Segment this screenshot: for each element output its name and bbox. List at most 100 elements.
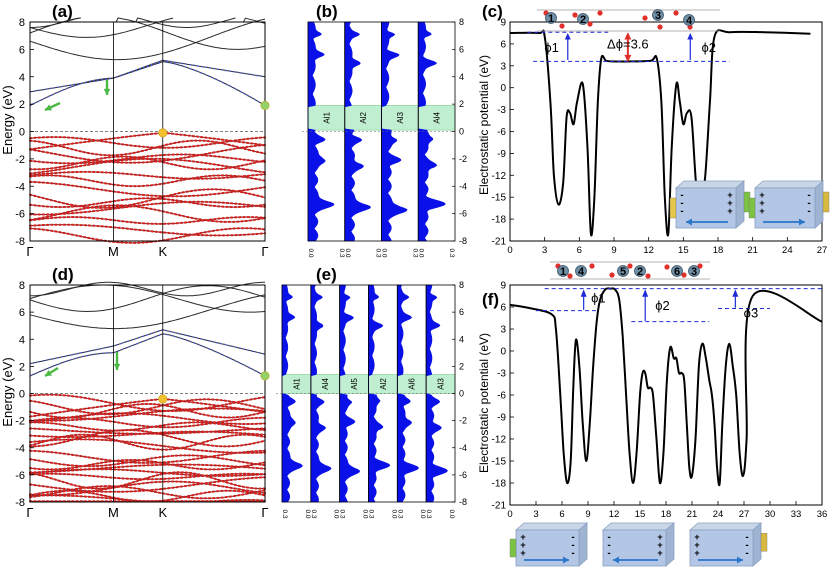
pdos-curve (368, 284, 391, 503)
layer-label: Al1 (292, 378, 301, 390)
panel-label-e: (e) (316, 265, 337, 284)
field-arrow-head (563, 556, 569, 564)
x-tick-label: 0.3 (281, 509, 288, 518)
charge-sign: + (520, 532, 525, 542)
y-tick-label: -3 (497, 105, 506, 116)
conduction-band-projection (29, 60, 266, 107)
axis-label-d: Energy (eV) (0, 357, 15, 426)
oxygen-atom (567, 273, 573, 279)
valence-band-projection (29, 416, 266, 429)
field-arrow-head (737, 556, 743, 564)
x-tick-label: 0.3 (396, 509, 403, 518)
x-tick-label: 12 (643, 245, 654, 256)
atom-label: 2 (580, 14, 586, 26)
charge-sign: + (657, 532, 662, 542)
arrow-marker-head (45, 369, 52, 376)
charge-sign: + (694, 532, 699, 542)
y-tick-label: -8 (459, 497, 467, 507)
x-tick-label: 3 (542, 245, 547, 256)
y-tick-label: 6 (500, 303, 506, 314)
pdos-curve (418, 21, 446, 242)
x-tick-label: 0.0 (381, 248, 388, 257)
band-edge-marker (260, 371, 270, 381)
k-point-label: K (158, 244, 167, 259)
valence-band-projection (29, 200, 266, 216)
oxygen-atom (589, 263, 595, 269)
k-point-label: Γ (26, 244, 33, 259)
y-tick-label: -9 (497, 149, 506, 160)
charge-sign: + (759, 190, 764, 200)
y-tick-label: -2 (459, 154, 467, 164)
pdos-curve (425, 284, 449, 503)
valence-band-projection (29, 180, 266, 198)
atom-label: 4 (578, 266, 585, 278)
y-tick-label: -4 (459, 181, 467, 191)
atom-label: 5 (620, 266, 626, 278)
oxygen-atom (673, 10, 679, 16)
phi1-label: ϕ1 (591, 291, 606, 306)
y-tick-label: 0 (500, 347, 506, 358)
slab-side (578, 522, 588, 567)
charge-sign: - (680, 206, 683, 217)
valence-band-projection (29, 468, 266, 477)
panel-label-a: (a) (52, 2, 73, 21)
valence-band-projection (29, 499, 266, 503)
x-tick-label: 33 (791, 509, 802, 520)
valence-band-projection (29, 174, 266, 188)
x-tick-label: 27 (739, 509, 750, 520)
atom-label: 1 (560, 266, 566, 278)
x-tick-label: 15 (678, 245, 689, 256)
electrode (748, 197, 756, 219)
delta-phi-arrow-head-down (624, 54, 632, 63)
charge-sign: + (727, 198, 732, 208)
x-tick-label: 0.0 (390, 509, 397, 518)
valence-band-projection (29, 397, 266, 418)
y-tick-label: 6 (500, 39, 506, 50)
panel-label-f: (f) (482, 290, 499, 309)
y-tick-label: -4 (15, 443, 25, 455)
y-tick-label: 4 (19, 72, 25, 84)
delta-phi-label: Δϕ=3.6 (607, 36, 649, 51)
k-point-label: Γ (261, 505, 268, 520)
k-point-label: M (108, 244, 119, 259)
layer-label: Al5 (350, 378, 359, 390)
conduction-band-projection (29, 59, 266, 93)
slab-top (514, 522, 589, 531)
y-tick-label: -6 (459, 470, 467, 480)
oxygen-atom (657, 24, 663, 30)
slab-top (753, 180, 825, 189)
x-tick-label: 9 (585, 509, 590, 520)
panel-label-d: (d) (52, 265, 74, 284)
charge-sign: + (727, 206, 732, 216)
charge-sign: + (727, 190, 732, 200)
slab-side (752, 522, 762, 567)
arrow-marker-head (113, 363, 121, 370)
y-tick-label: -2 (15, 416, 25, 428)
electrode (509, 538, 517, 558)
panel-label-c: (c) (482, 2, 503, 21)
atom-sphere (617, 265, 629, 277)
x-tick-label: 0 (507, 509, 512, 520)
charge-sign: + (657, 548, 662, 558)
valence-band (29, 434, 266, 451)
atom-sphere (688, 265, 700, 277)
y-tick-label: 6 (459, 44, 464, 54)
y-tick-label: -8 (15, 497, 25, 509)
k-point-label: M (108, 505, 119, 520)
y-tick-label: -21 (492, 237, 507, 248)
oxygen-atom (697, 263, 703, 269)
x-tick-label: 0.0 (448, 509, 455, 518)
band-edge-marker (260, 100, 270, 110)
y-tick-label: 4 (459, 72, 464, 82)
x-tick-label: 0.3 (425, 509, 432, 518)
oxygen-atom (587, 21, 593, 27)
valence-band-projection (29, 223, 266, 237)
phi2-label: ϕ2 (655, 298, 670, 313)
charge-sign: - (607, 532, 610, 543)
pdos-curve (344, 21, 372, 242)
pdos-curve (339, 284, 361, 503)
x-tick-label: 0.3 (338, 248, 345, 257)
atom-sphere (652, 9, 664, 21)
charge-sign: + (520, 548, 525, 558)
phi3-label: ϕ3 (744, 305, 759, 320)
